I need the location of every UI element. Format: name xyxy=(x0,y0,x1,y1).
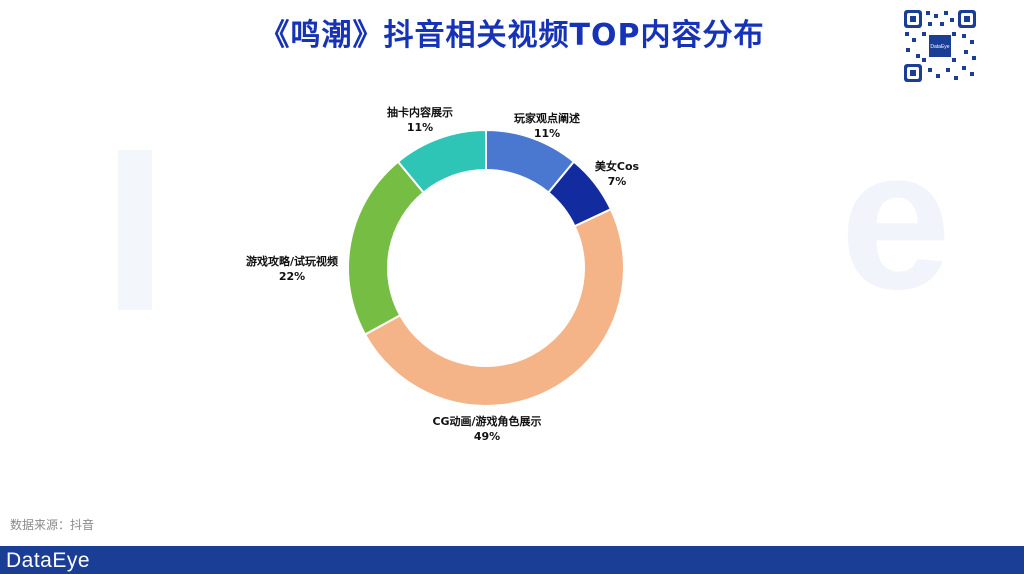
watermark-right: e xyxy=(840,108,952,331)
page-title: 《鸣潮》抖音相关视频TOP内容分布 xyxy=(259,18,765,53)
watermark-left xyxy=(118,150,152,310)
slice-value-label: 11% xyxy=(407,121,433,134)
footer-bar: DataEye xyxy=(0,546,1024,574)
slice-label: 抽卡内容展示 xyxy=(387,105,453,119)
donut-slice xyxy=(363,207,625,407)
donut-slice xyxy=(396,128,487,194)
slice-value-label: 49% xyxy=(474,430,500,443)
slice-label: 美女Cos xyxy=(595,159,640,173)
slice-label: 玩家观点阐述 xyxy=(514,111,580,125)
source-note: 数据来源：抖音 xyxy=(10,518,95,532)
qr-code: DataEye xyxy=(902,8,978,84)
donut-slice xyxy=(347,160,425,336)
slice-value-label: 7% xyxy=(608,175,627,188)
slice-label: CG动画/游戏角色展示 xyxy=(432,414,541,428)
slice-value-label: 11% xyxy=(534,127,560,140)
slice-label: 游戏攻略/试玩视频 xyxy=(246,254,338,268)
slice-value-label: 22% xyxy=(279,270,305,283)
qr-center-label: DataEye xyxy=(930,44,949,50)
brand-logo: DataEye xyxy=(6,549,91,572)
